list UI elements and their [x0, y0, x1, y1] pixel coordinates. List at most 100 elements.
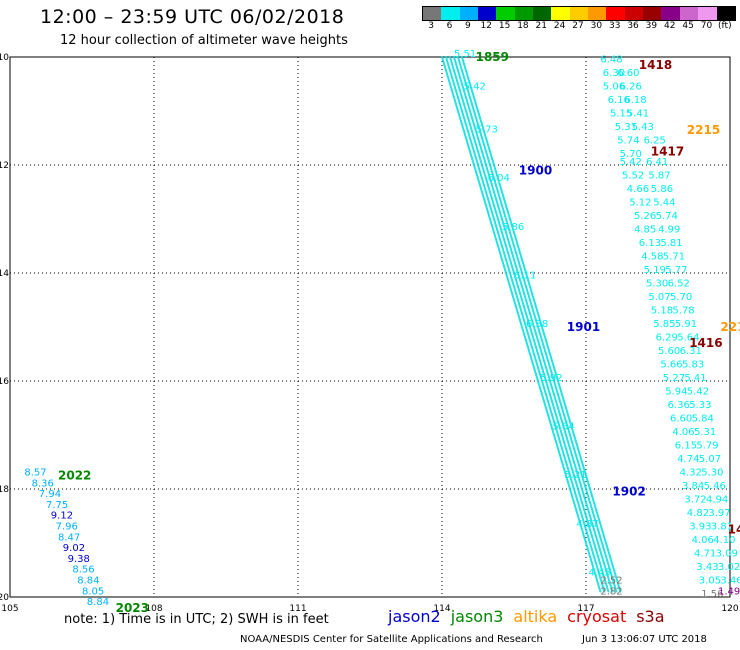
swh-point-label: 5.30 [646, 279, 668, 290]
swh-point-label: 5.74 [617, 135, 639, 146]
color-swatch [606, 7, 625, 20]
altimeter-track-trace [445, 56, 606, 593]
swh-point-label: 5.87 [648, 171, 670, 182]
swh-point-label: 2.52 [600, 576, 622, 587]
swh-point-label: 5.86 [651, 184, 673, 195]
swh-point-label: 6.41 [646, 157, 668, 168]
satellite-legend-jason2: jason2 [388, 607, 441, 626]
swh-point-label: 5.64 [552, 422, 574, 433]
swh-point-label: 8.84 [87, 597, 109, 608]
y-tick-label: -18 [0, 485, 9, 495]
swh-point-label: 8.05 [82, 586, 104, 597]
swh-point-label: 5.07 [699, 454, 721, 465]
swh-point-label: 5.70 [670, 292, 692, 303]
swh-point-label: 6.60 [670, 414, 692, 425]
swh-point-label: 4.99 [658, 225, 680, 236]
swh-point-label: 3.97 [708, 508, 730, 519]
altimeter-track-trace [461, 56, 622, 593]
swh-point-label: 6.11 [514, 270, 536, 281]
swh-point-label: 7.94 [39, 489, 61, 500]
color-scale-tick-label: 27 [572, 21, 584, 31]
swh-point-label: 3.93 [689, 522, 711, 533]
color-swatch [533, 7, 552, 20]
color-scale-tick-label: 15 [498, 21, 511, 31]
swh-point-label: 5.43 [632, 122, 654, 133]
y-tick-label: -14 [0, 269, 9, 279]
swh-point-label: 5.94 [665, 387, 687, 398]
swh-point-label: 6.36 [668, 400, 690, 411]
track-time-label: 2022 [58, 469, 91, 483]
color-scale-tick-label: 18 [517, 21, 529, 31]
satellite-legend: jason2 jason3 altika cryosat s3a [388, 607, 665, 626]
swh-point-label: 5.70 [620, 149, 642, 160]
swh-point-label: 5.77 [665, 265, 687, 276]
swh-point-label: 6.15 [675, 441, 697, 452]
swh-point-label: 5.51 [454, 49, 476, 60]
swh-point-label: 5.31 [694, 427, 716, 438]
swh-point-label: 6.30 [603, 68, 625, 79]
swh-point-label: 5.42 [620, 157, 642, 168]
swh-point-label: 3.09 [716, 549, 738, 560]
track-time-label: 1901 [567, 320, 600, 334]
swh-point-label: 4.74 [677, 454, 699, 465]
color-scale-ticks: 3 6 9 12 15 18 21 24 27 30 33 36 39 42 45 70 (ft) [422, 21, 734, 35]
swh-point-label: 8.36 [32, 478, 54, 489]
satellite-legend-altika: altika [513, 607, 558, 626]
swh-point-label: 5.66 [660, 360, 682, 371]
swh-point-label: 6.60 [617, 68, 639, 79]
swh-point-label: 5.18 [651, 306, 673, 317]
page-title: 12:00 – 23:59 UTC 06/02/2018 [40, 6, 345, 28]
color-scale-tick-label: 39 [645, 21, 658, 31]
swh-point-label: 4.71 [694, 549, 716, 560]
altimeter-track-trace [457, 56, 618, 593]
color-swatch [551, 7, 570, 20]
swh-point-label: 6.29 [656, 333, 678, 344]
color-scale-tick-label: 30 [590, 21, 603, 31]
track-time-label: 2023 [116, 601, 149, 615]
swh-point-label: 5.78 [672, 306, 694, 317]
altimeter-track-trace [449, 56, 610, 593]
satellite-legend-jason3: jason3 [450, 607, 504, 626]
swh-point-label: 5.84 [692, 414, 714, 425]
swh-point-label: 5.81 [660, 238, 682, 249]
swh-point-label: 5.64 [677, 333, 699, 344]
swh-point-label: 9.38 [68, 554, 90, 565]
color-scale-tick-label: 42 [664, 21, 676, 31]
color-scale-tick-label: 9 [465, 21, 471, 31]
x-tick-label: 111 [289, 604, 306, 614]
color-swatch [514, 7, 534, 20]
swh-point-label: 4.45 [588, 567, 610, 578]
color-swatch [643, 7, 662, 20]
swh-point-label: 4.32 [680, 468, 702, 479]
y-tick-label: -10 [0, 53, 9, 63]
swh-point-label: 5.42 [687, 387, 709, 398]
swh-point-label: 4.06 [672, 427, 694, 438]
swh-point-label: 5.41 [627, 108, 649, 119]
swh-point-label: 5.19 [644, 265, 666, 276]
credit-text: NOAA/NESDIS Center for Satellite Applica… [240, 634, 543, 645]
swh-point-label: 6.04 [488, 173, 510, 184]
swh-point-label: 5.86 [502, 222, 524, 233]
swh-point-label: 5.71 [663, 252, 685, 263]
track-time-label: 1900 [519, 163, 552, 177]
swh-point-label: 5.07 [648, 292, 670, 303]
swh-point-label: 4.10 [713, 535, 735, 546]
swh-point-label: 5.41 [684, 373, 706, 384]
swh-point-label: 5.60 [658, 346, 680, 357]
color-swatch [459, 7, 479, 20]
color-swatch [716, 7, 735, 20]
swh-point-label: 8.57 [24, 468, 46, 479]
x-tick-label: 105 [1, 604, 18, 614]
swh-point-label: 5.79 [696, 441, 718, 452]
swh-point-label: 4.82 [687, 508, 709, 519]
swh-point-label: 3.46 [720, 576, 740, 587]
color-swatch [441, 7, 460, 20]
swh-point-label: 3.81 [711, 522, 733, 533]
color-swatch [423, 7, 442, 20]
swh-point-label: 8.56 [72, 565, 94, 576]
swh-point-label: 3.84 [682, 481, 704, 492]
color-swatch [588, 7, 607, 20]
track-time-label: 2215 [687, 123, 720, 137]
swh-point-label: 7.96 [56, 522, 78, 533]
